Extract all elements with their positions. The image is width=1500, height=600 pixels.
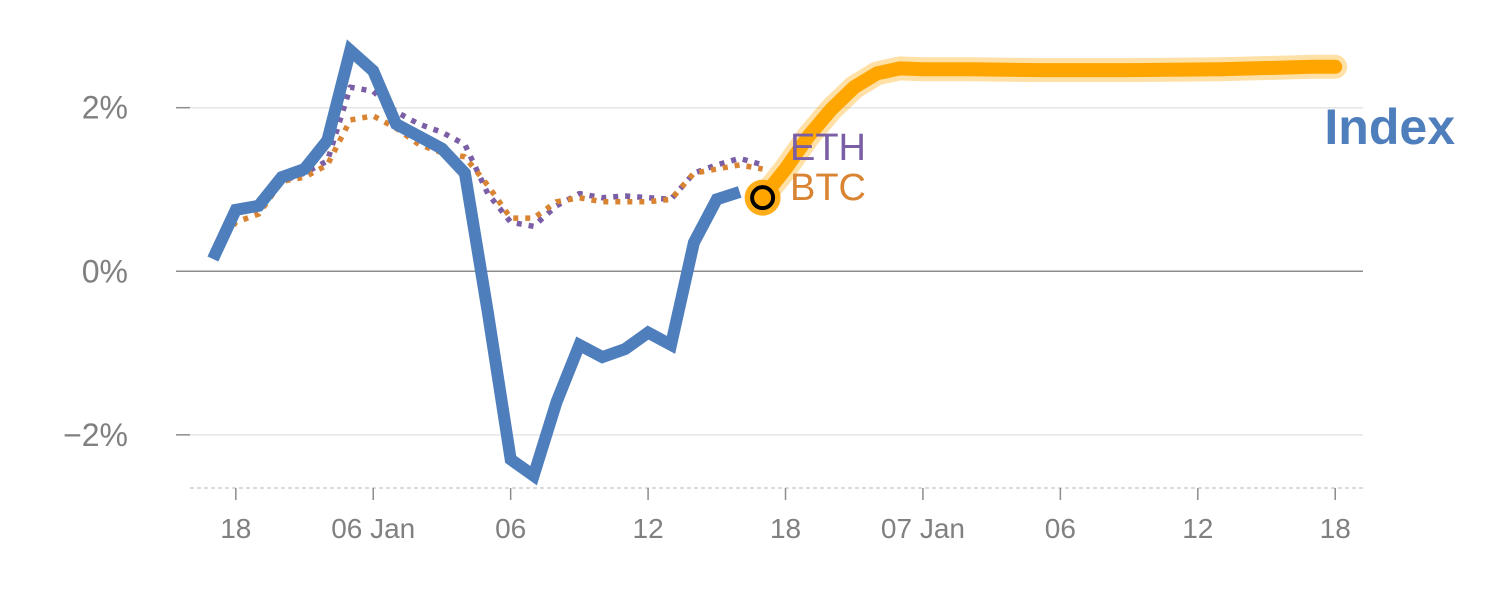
eth-series-label: ETH: [790, 127, 866, 169]
y-tick-label: 0%: [82, 253, 128, 289]
x-tick-label: 06: [1045, 513, 1076, 544]
series-btc: [210, 113, 764, 257]
x-tick-label: 06: [495, 513, 526, 544]
x-tick-label: 06 Jan: [331, 513, 415, 544]
btc-series-label: BTC: [790, 167, 866, 209]
gridlines: [176, 106, 1363, 436]
current-value-marker: [750, 185, 776, 211]
y-tick-label: 2%: [82, 90, 128, 126]
x-tick-label: 18: [1320, 513, 1351, 544]
x-tick-label: 12: [1182, 513, 1213, 544]
markers: [744, 179, 781, 216]
x-tick-label: 18: [220, 513, 251, 544]
x-tick-label: 12: [633, 513, 664, 544]
index-series-label: Index: [1324, 99, 1455, 155]
y-axis: 2% 0% −2%: [63, 90, 190, 453]
series-index: [207, 39, 742, 486]
x-axis: 18 06 Jan 06 12 18 07 Jan 06 12 18: [190, 487, 1365, 544]
y-tick-label: −2%: [63, 417, 128, 453]
x-tick-label: 07 Jan: [881, 513, 965, 544]
x-tick-label: 18: [770, 513, 801, 544]
forecast-band: [755, 59, 1343, 205]
series-lines: [207, 39, 1348, 486]
